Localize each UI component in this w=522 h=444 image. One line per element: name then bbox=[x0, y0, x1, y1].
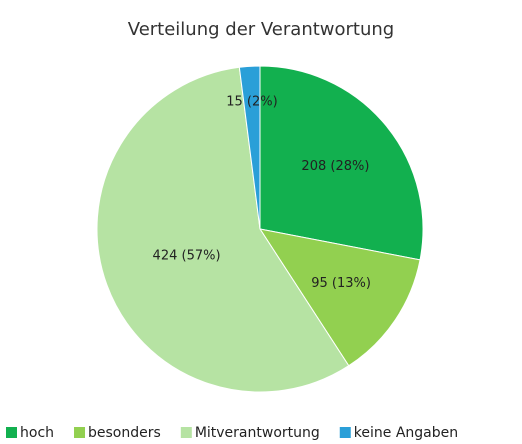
pie-slice bbox=[259, 65, 424, 261]
data-label: 424 (57%) bbox=[153, 248, 221, 263]
data-label: 15 (2%) bbox=[226, 95, 277, 110]
pie-slice bbox=[258, 228, 421, 367]
legend-swatch bbox=[339, 427, 351, 438]
legend-label: keine Angaben bbox=[354, 425, 458, 441]
chart-title: Verteilung der Verantwortung bbox=[128, 19, 394, 40]
legend-swatch bbox=[180, 427, 192, 438]
legend-label: besonders bbox=[88, 425, 161, 441]
data-label: 95 (13%) bbox=[311, 276, 371, 291]
legend-label: hoch bbox=[20, 425, 54, 441]
pie-slice bbox=[238, 65, 261, 230]
legend-label: Mitverantwortung bbox=[195, 425, 320, 441]
legend-swatch bbox=[74, 427, 86, 438]
pie-slice bbox=[96, 66, 350, 393]
data-label: 208 (28%) bbox=[301, 159, 369, 174]
legend-swatch bbox=[6, 427, 17, 438]
